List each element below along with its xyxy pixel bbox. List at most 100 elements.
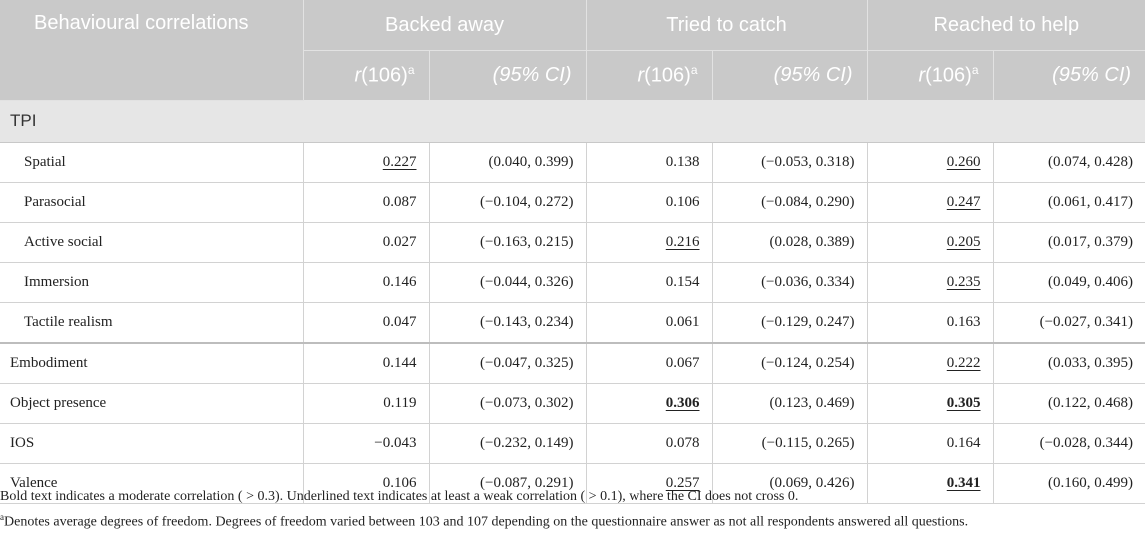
- cell-value: (−0.115, 0.265): [761, 434, 855, 451]
- cell-value: −0.043: [374, 434, 417, 451]
- cell-value: 0.146: [382, 273, 417, 290]
- cell-value: 0.154: [665, 273, 700, 290]
- ci-cell: (0.040, 0.399): [429, 142, 587, 183]
- cell-value: (0.061, 0.417): [1048, 193, 1134, 210]
- table-row: Object presence 0.119 (−0.073, 0.302) 0.306…: [0, 383, 1145, 424]
- correlation-cell: 0.087: [303, 182, 430, 223]
- ci-cell: (0.028, 0.389): [712, 222, 868, 263]
- cell-value: 0.205: [946, 233, 981, 250]
- subheader-r: r(106)a: [303, 50, 430, 100]
- ci-cell: (0.049, 0.406): [993, 262, 1145, 303]
- cell-value: (−0.124, 0.254): [761, 354, 855, 371]
- cell-value: 0.106: [382, 474, 417, 491]
- footnote-degrees-of-freedom: aDenotes average degrees of freedom. Deg…: [0, 512, 969, 530]
- row-label: Tactile realism: [0, 302, 304, 343]
- cell-value: (−0.028, 0.344): [1039, 434, 1134, 451]
- cell-value: (−0.163, 0.215): [480, 233, 574, 250]
- ci-cell: (−0.163, 0.215): [429, 222, 587, 263]
- ci-cell: (0.122, 0.468): [993, 383, 1145, 424]
- ci-cell: (−0.047, 0.325): [429, 341, 587, 384]
- cell-value: (−0.044, 0.326): [480, 273, 574, 290]
- cell-value: 0.247: [946, 193, 981, 210]
- row-label: Valence: [0, 463, 304, 504]
- group-header-tried-to-catch: Tried to catch: [586, 0, 868, 51]
- ci-cell: (−0.073, 0.302): [429, 383, 587, 424]
- cell-value: (−0.129, 0.247): [761, 313, 855, 330]
- correlation-cell: 0.027: [303, 222, 430, 263]
- cell-value: 0.257: [665, 474, 700, 491]
- cell-value: (−0.143, 0.234): [480, 313, 574, 330]
- ci-cell: (−0.044, 0.326): [429, 262, 587, 303]
- ci-cell: (0.123, 0.469): [712, 383, 868, 424]
- ci-cell: (−0.104, 0.272): [429, 182, 587, 223]
- cell-value: (−0.073, 0.302): [480, 394, 574, 411]
- correlation-cell: 0.047: [303, 302, 430, 343]
- subheader-r: r(106)a: [867, 50, 994, 100]
- correlation-cell: 0.067: [586, 341, 713, 384]
- table-row: Tactile realism 0.047 (−0.143, 0.234) 0.061…: [0, 302, 1145, 343]
- correlation-cell: 0.260: [867, 142, 994, 183]
- table-row: Valence 0.106 (−0.087, 0.291) 0.257 (0.069, …: [0, 463, 1145, 504]
- table-row: Immersion 0.146 (−0.044, 0.326) 0.154 (−0.03…: [0, 262, 1145, 303]
- cell-value: 0.138: [665, 153, 700, 170]
- table-row: Spatial 0.227 (0.040, 0.399) 0.138 (−0.053, …: [0, 142, 1145, 183]
- row-label: IOS: [0, 423, 304, 464]
- cell-value: 0.341: [946, 474, 981, 491]
- correlation-cell: 0.306: [586, 383, 713, 424]
- cell-value: (−0.104, 0.272): [480, 193, 574, 210]
- ci-cell: (−0.027, 0.341): [993, 302, 1145, 343]
- ci-cell: (−0.143, 0.234): [429, 302, 587, 343]
- ci-cell: (0.074, 0.428): [993, 142, 1145, 183]
- table-footnotes: Bold text indicates a moderate correlati…: [0, 487, 1145, 530]
- cell-value: 0.144: [382, 354, 417, 371]
- cell-value: 0.106: [665, 193, 700, 210]
- footnote-emphasis: Bold text indicates a moderate correlati…: [0, 489, 799, 504]
- cell-value: (0.122, 0.468): [1048, 394, 1134, 411]
- ci-cell: (0.160, 0.499): [993, 463, 1145, 504]
- ci-cell: (−0.053, 0.318): [712, 142, 868, 183]
- cell-value: (−0.087, 0.291): [480, 474, 574, 491]
- row-label: Embodiment: [0, 341, 304, 384]
- correlation-cell: 0.247: [867, 182, 994, 223]
- ci-cell: (0.061, 0.417): [993, 182, 1145, 223]
- correlation-cell: 0.305: [867, 383, 994, 424]
- row-label: Parasocial: [0, 182, 304, 223]
- cell-value: 0.306: [665, 394, 700, 411]
- cell-value: (0.017, 0.379): [1048, 233, 1134, 250]
- cell-value: 0.087: [382, 193, 417, 210]
- correlation-cell: 0.119: [303, 383, 430, 424]
- ci-cell: (−0.115, 0.265): [712, 423, 868, 464]
- correlation-cell: 0.341: [867, 463, 994, 504]
- cell-value: 0.078: [665, 434, 700, 451]
- row-header-label: Behavioural correlations: [0, 0, 304, 101]
- correlation-cell: 0.164: [867, 423, 994, 464]
- correlation-cell: 0.061: [586, 302, 713, 343]
- table-row: Active social 0.027 (−0.163, 0.215) 0.216 (0…: [0, 222, 1145, 263]
- ci-cell: (−0.087, 0.291): [429, 463, 587, 504]
- correlation-cell: 0.227: [303, 142, 430, 183]
- ci-cell: (0.033, 0.395): [993, 341, 1145, 384]
- cell-value: 0.119: [383, 394, 417, 411]
- cell-value: (0.160, 0.499): [1048, 474, 1134, 491]
- ci-cell: (0.017, 0.379): [993, 222, 1145, 263]
- correlation-cell: 0.078: [586, 423, 713, 464]
- correlation-cell: 0.216: [586, 222, 713, 263]
- cell-value: 0.061: [665, 313, 700, 330]
- correlation-cell: 0.106: [303, 463, 430, 504]
- cell-value: 0.027: [382, 233, 417, 250]
- cell-value: (0.069, 0.426): [769, 474, 855, 491]
- cell-value: 0.235: [946, 273, 981, 290]
- group-header-backed-away: Backed away: [303, 0, 587, 51]
- cell-value: 0.164: [946, 434, 981, 451]
- cell-value: 0.047: [382, 313, 417, 330]
- correlation-cell: 0.235: [867, 262, 994, 303]
- row-label: Object presence: [0, 383, 304, 424]
- cell-value: 0.305: [946, 394, 981, 411]
- cell-value: (0.028, 0.389): [769, 233, 855, 250]
- ci-cell: (−0.232, 0.149): [429, 423, 587, 464]
- cell-value: (−0.027, 0.341): [1039, 313, 1134, 330]
- cell-value: 0.163: [946, 313, 981, 330]
- correlation-cell: 0.146: [303, 262, 430, 303]
- row-label: Spatial: [0, 142, 304, 183]
- row-label: Active social: [0, 222, 304, 263]
